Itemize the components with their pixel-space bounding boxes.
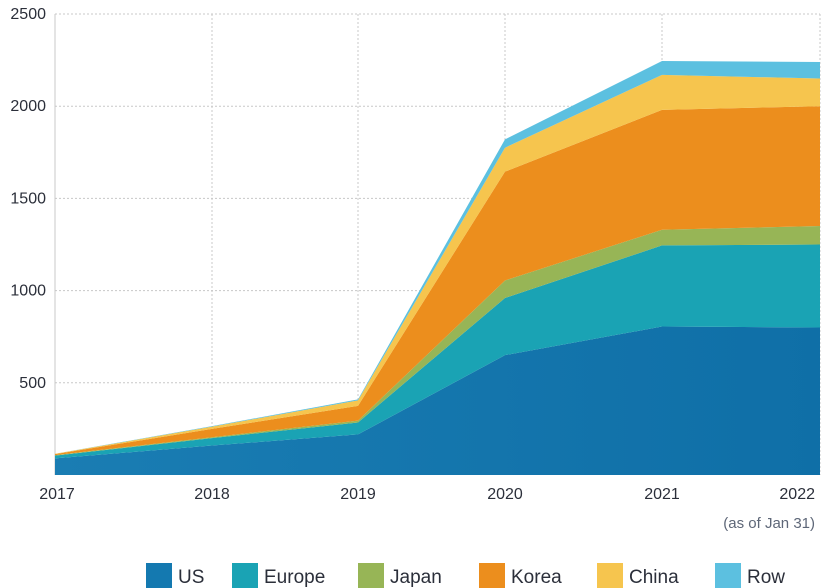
y-tick-label: 1500 <box>10 190 46 207</box>
x-tick-label: 2018 <box>194 486 230 503</box>
x-tick-label: 2021 <box>644 486 680 503</box>
legend-label-row: Row <box>747 567 785 588</box>
x-tick-label: 2019 <box>340 486 376 503</box>
x-axis-note: (as of Jan 31) <box>723 515 815 532</box>
y-tick-label: 2500 <box>10 6 46 23</box>
legend-swatch-row <box>715 563 741 588</box>
legend-swatch-japan <box>358 563 384 588</box>
x-tick-label: 2017 <box>39 486 75 503</box>
legend-label-japan: Japan <box>390 567 442 588</box>
legend-label-china: China <box>629 567 679 588</box>
legend: US Europe Japan Korea China Row <box>146 563 785 588</box>
area-europe <box>55 244 820 459</box>
y-tick-label: 500 <box>19 375 46 392</box>
area-series <box>55 61 820 475</box>
legend-swatch-china <box>597 563 623 588</box>
area-us <box>55 326 820 475</box>
y-axis-ticks: 500 1000 1500 2000 2500 <box>10 6 46 392</box>
area-korea <box>55 106 820 456</box>
y-tick-label: 1000 <box>10 283 46 300</box>
area-china <box>55 74 820 455</box>
legend-swatch-us <box>146 563 172 588</box>
legend-label-us: US <box>178 567 204 588</box>
x-tick-label: 2022 <box>779 486 815 503</box>
x-axis-ticks: 2017 2018 2019 2020 2021 2022 <box>39 486 815 503</box>
legend-swatch-korea <box>479 563 505 588</box>
legend-label-korea: Korea <box>511 567 562 588</box>
x-tick-label: 2020 <box>487 486 523 503</box>
legend-label-europe: Europe <box>264 567 325 588</box>
y-tick-label: 2000 <box>10 98 46 115</box>
legend-swatch-europe <box>232 563 258 588</box>
